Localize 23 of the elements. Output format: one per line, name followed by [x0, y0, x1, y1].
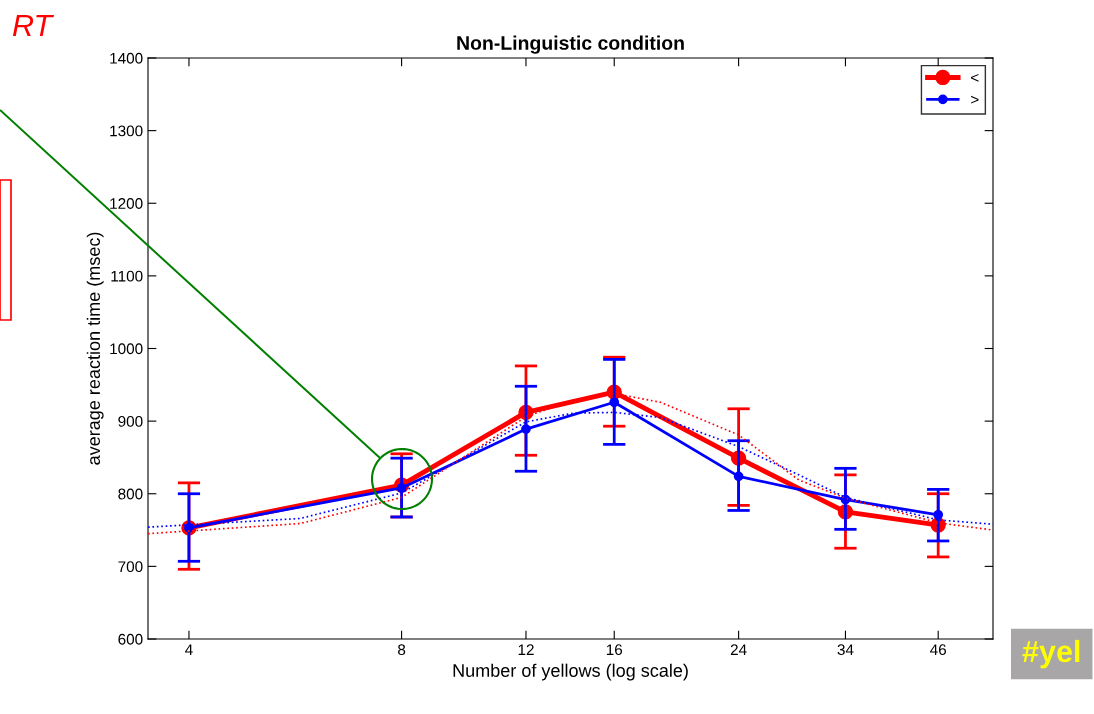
y-tick-label: 1200 [110, 198, 143, 209]
y-tick-label: 1400 [110, 52, 143, 64]
y-tick-label: 900 [118, 415, 143, 427]
x-axis-title: Number of yellows (log scale) [453, 663, 688, 681]
legend-label: < [971, 73, 979, 82]
x-tick-label: 8 [398, 644, 406, 656]
legend-label: > [971, 95, 979, 104]
x-tick-label: 4 [185, 644, 193, 655]
y-tick-label: 1000 [110, 343, 143, 355]
y-axis-title: average reaction time (msec) [86, 232, 104, 465]
chart-title: Non-Linguistic condition [457, 35, 684, 54]
text: RT [12, 14, 54, 36]
x-tick-label: 12 [518, 644, 534, 655]
x-tick-label: 34 [837, 644, 854, 656]
text: #yel [1022, 639, 1080, 669]
y-tick-label: 1100 [111, 270, 143, 282]
y-tick-label: 1300 [110, 125, 143, 137]
y-tick-label: 800 [118, 488, 143, 500]
x-tick-label: 24 [730, 644, 747, 655]
x-tick-label: 16 [606, 644, 623, 656]
y-tick-label: 700 [118, 561, 143, 573]
x-tick-label: 46 [930, 644, 947, 656]
y-tick-label: 600 [118, 633, 143, 645]
